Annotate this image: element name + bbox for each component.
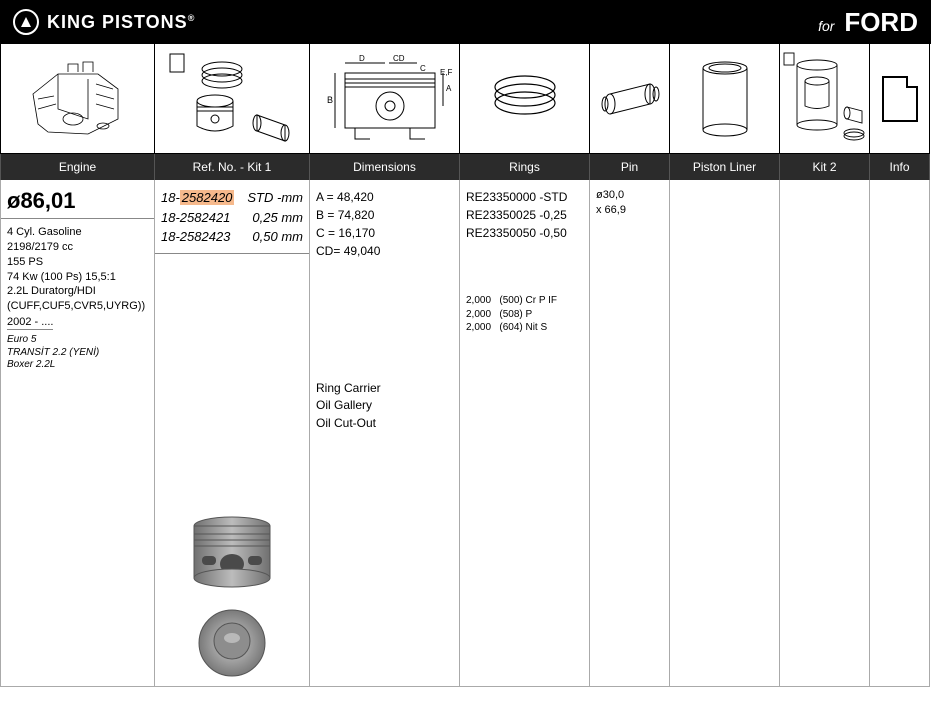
engine-spec-line: 155 PS [7, 255, 148, 270]
engine-spec-line: (CUFF,CUF5,CVR5,UYRG)) [7, 299, 148, 314]
ref-number: 2582421 [180, 210, 231, 225]
ref-line: 18-2582421 0,25 mm [161, 208, 303, 228]
dim-line: B = 74,820 [316, 206, 453, 224]
svg-text:CD: CD [393, 54, 405, 63]
dim-line: CD= 49,040 [316, 242, 453, 260]
for-make: for FORD [818, 7, 918, 38]
engine-spec-line: 4 Cyl. Gasoline [7, 225, 148, 240]
ring-spec-line: 2,000 (508) P [466, 308, 583, 322]
engine-app-line: Euro 5 [7, 334, 148, 347]
ref-cell: 18-2582420 STD -mm 18-2582421 0,25 mm 18… [155, 180, 310, 687]
bore-size: ø86,01 [1, 188, 154, 219]
engine-year-range: 2002 - .... [7, 316, 53, 330]
liner-illustration [670, 44, 780, 154]
rings-illustration [460, 44, 590, 154]
col-header-kit2: Kit 2 [780, 154, 870, 180]
engine-illustration [0, 44, 155, 154]
pin-length: x 66,9 [596, 203, 663, 218]
piston-side-icon [182, 514, 282, 594]
ring-spec-line: 2,000 (500) Cr P IF [466, 294, 583, 308]
dimensions-illustration: B D CD C E,F A [310, 44, 460, 154]
dimensions-cell: A = 48,420 B = 74,820 C = 16,170 CD= 49,… [310, 180, 460, 687]
engine-cell: ø86,01 4 Cyl. Gasoline 2198/2179 cc 155 … [0, 180, 155, 687]
brand-logo-icon [13, 9, 39, 35]
ref-number-highlighted: 2582420 [180, 190, 235, 205]
engine-spec-line: 74 Kw (100 Ps) 15,5:1 [7, 270, 148, 285]
ref-line: 18-2582423 0,50 mm [161, 227, 303, 247]
col-header-dims: Dimensions [310, 154, 460, 180]
engine-applications: Euro 5 TRANSİT 2.2 (YENİ) Boxer 2.2L [7, 334, 148, 372]
liner-icon [685, 54, 765, 144]
ref-size: 0,50 mm [252, 227, 303, 247]
brand-name: KING PISTONS® [47, 12, 195, 33]
engine-specs: 4 Cyl. Gasoline 2198/2179 cc 155 PS 74 K… [7, 225, 148, 314]
dim-line: A = 48,420 [316, 188, 453, 206]
ref-size: STD -mm [247, 188, 303, 208]
svg-text:E,F: E,F [440, 68, 453, 77]
liner-cell [670, 180, 780, 687]
brand: KING PISTONS® [13, 9, 195, 35]
col-header-info: Info [870, 154, 930, 180]
dim-line: C = 16,170 [316, 224, 453, 242]
rings-icon [475, 59, 575, 139]
feature-line: Oil Cut-Out [316, 415, 453, 432]
kit2-illustration [780, 44, 870, 154]
info-cell [870, 180, 930, 687]
col-header-liner: Piston Liner [670, 154, 780, 180]
engine-app-line: TRANSİT 2.2 (YENİ) [7, 347, 148, 360]
ring-part-list: RE23350000 -STD RE23350025 -0,25 RE23350… [466, 188, 583, 242]
ring-part-line: RE23350025 -0,25 [466, 206, 583, 224]
ref-list: 18-2582420 STD -mm 18-2582421 0,25 mm 18… [155, 180, 309, 254]
kit1-illustration [155, 44, 310, 154]
features-list: Ring Carrier Oil Gallery Oil Cut-Out [316, 380, 453, 432]
col-header-rings: Rings [460, 154, 590, 180]
piston-dimensions-icon: B D CD C E,F A [315, 51, 455, 146]
svg-text:B: B [327, 95, 333, 105]
rings-cell: RE23350000 -STD RE23350025 -0,25 RE23350… [460, 180, 590, 687]
svg-text:A: A [446, 84, 452, 93]
ring-spec-line: 2,000 (604) Nit S [466, 321, 583, 335]
engine-spec-line: 2198/2179 cc [7, 240, 148, 255]
svg-text:D: D [359, 54, 365, 63]
column-illustrations-row: B D CD C E,F A [0, 44, 931, 154]
ring-part-line: RE23350000 -STD [466, 188, 583, 206]
svg-text:C: C [420, 64, 426, 73]
for-label: for [818, 18, 834, 34]
pin-cell: ø30,0 x 66,9 [590, 180, 670, 687]
kit2-cell [780, 180, 870, 687]
ring-part-line: RE23350050 -0,50 [466, 224, 583, 242]
info-illustration [870, 44, 930, 154]
col-header-ref: Ref. No. - Kit 1 [155, 154, 310, 180]
engine-icon [18, 54, 138, 144]
pin-spec: ø30,0 x 66,9 [596, 188, 663, 219]
engine-spec-line: 2.2L Duratorg/HDI [7, 284, 148, 299]
col-header-pin: Pin [590, 154, 670, 180]
data-row: ø86,01 4 Cyl. Gasoline 2198/2179 cc 155 … [0, 180, 931, 687]
feature-line: Oil Gallery [316, 397, 453, 414]
ring-spec-list: 2,000 (500) Cr P IF 2,000 (508) P 2,000 … [466, 294, 583, 335]
col-header-engine: Engine [0, 154, 155, 180]
pin-illustration [590, 44, 670, 154]
kit2-icon [782, 51, 867, 146]
ref-line: 18-2582420 STD -mm [161, 188, 303, 208]
piston-kit-icon [167, 51, 297, 146]
top-bar: KING PISTONS® for FORD [0, 0, 931, 44]
column-headers-row: Engine Ref. No. - Kit 1 Dimensions Rings… [0, 154, 931, 180]
pin-diameter: ø30,0 [596, 188, 663, 203]
pin-icon [595, 64, 665, 134]
document-icon [882, 76, 918, 122]
piston-top-icon [182, 608, 282, 678]
make-name: FORD [844, 7, 918, 37]
feature-line: Ring Carrier [316, 380, 453, 397]
ref-size: 0,25 mm [252, 208, 303, 228]
dimensions-list: A = 48,420 B = 74,820 C = 16,170 CD= 49,… [316, 188, 453, 260]
piston-render [161, 514, 303, 678]
engine-app-line: Boxer 2.2L [7, 359, 148, 372]
ref-number: 2582423 [180, 229, 231, 244]
